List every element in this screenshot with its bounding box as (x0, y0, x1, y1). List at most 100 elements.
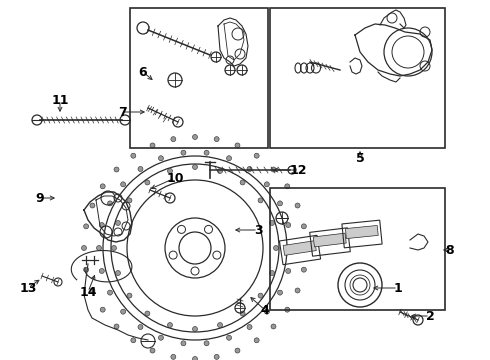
Circle shape (127, 293, 132, 298)
Circle shape (270, 220, 274, 225)
Circle shape (295, 288, 300, 293)
Text: 14: 14 (79, 285, 97, 298)
Circle shape (171, 137, 176, 141)
Circle shape (265, 309, 270, 314)
Circle shape (193, 135, 197, 139)
Circle shape (286, 222, 291, 228)
Text: 9: 9 (36, 192, 44, 204)
Circle shape (107, 201, 113, 206)
Circle shape (84, 267, 89, 272)
Circle shape (301, 224, 306, 229)
Text: 4: 4 (261, 303, 270, 316)
Circle shape (158, 156, 164, 161)
Circle shape (150, 143, 155, 148)
Circle shape (226, 156, 232, 161)
Bar (313, 233, 346, 247)
Bar (279, 235, 320, 265)
Circle shape (285, 184, 290, 189)
Circle shape (271, 324, 276, 329)
Circle shape (277, 290, 283, 295)
Bar (345, 225, 378, 239)
Circle shape (204, 150, 209, 155)
Circle shape (100, 184, 105, 189)
Text: 5: 5 (356, 152, 365, 165)
Text: 10: 10 (166, 171, 184, 184)
Circle shape (214, 354, 219, 359)
Bar (310, 228, 350, 256)
Circle shape (168, 323, 172, 328)
Circle shape (226, 335, 232, 340)
Circle shape (84, 224, 89, 229)
Text: 2: 2 (426, 310, 434, 323)
Circle shape (270, 270, 274, 275)
Circle shape (265, 182, 270, 187)
Circle shape (271, 167, 276, 172)
Circle shape (193, 356, 197, 360)
Circle shape (121, 309, 125, 314)
Bar (342, 220, 382, 248)
Circle shape (235, 143, 240, 148)
Bar (270, 188, 445, 310)
Circle shape (97, 246, 101, 251)
Text: 8: 8 (446, 243, 454, 256)
Circle shape (235, 348, 240, 353)
Circle shape (181, 341, 186, 346)
Circle shape (127, 198, 132, 203)
Text: 6: 6 (139, 66, 147, 78)
Circle shape (99, 222, 104, 228)
Circle shape (81, 246, 87, 251)
Circle shape (247, 324, 252, 329)
Circle shape (295, 203, 300, 208)
Circle shape (204, 341, 209, 346)
Text: 1: 1 (393, 282, 402, 294)
Circle shape (145, 180, 150, 185)
Circle shape (286, 269, 291, 274)
Circle shape (277, 201, 283, 206)
Bar (130, 8, 268, 148)
Circle shape (90, 288, 95, 293)
Circle shape (181, 150, 186, 155)
Text: 7: 7 (118, 105, 126, 118)
Text: 13: 13 (19, 282, 37, 294)
Circle shape (273, 246, 278, 251)
Circle shape (218, 168, 222, 174)
Circle shape (285, 307, 290, 312)
Bar (270, 8, 445, 148)
Circle shape (247, 166, 252, 171)
Circle shape (193, 327, 197, 332)
Circle shape (218, 323, 222, 328)
Circle shape (258, 198, 263, 203)
Circle shape (112, 246, 117, 251)
Circle shape (168, 168, 172, 174)
Circle shape (254, 338, 259, 343)
Circle shape (107, 290, 113, 295)
Circle shape (214, 137, 219, 141)
Circle shape (90, 203, 95, 208)
Circle shape (116, 220, 121, 225)
Circle shape (138, 166, 143, 171)
Circle shape (254, 153, 259, 158)
Bar (283, 241, 316, 255)
Circle shape (145, 311, 150, 316)
Circle shape (240, 180, 245, 185)
Circle shape (289, 246, 294, 251)
Circle shape (171, 354, 176, 359)
Circle shape (131, 338, 136, 343)
Circle shape (114, 167, 119, 172)
Text: 11: 11 (51, 94, 69, 107)
Circle shape (301, 267, 306, 272)
Circle shape (121, 182, 125, 187)
Circle shape (258, 293, 263, 298)
Circle shape (150, 348, 155, 353)
Circle shape (240, 311, 245, 316)
Text: 3: 3 (254, 224, 262, 237)
Circle shape (193, 165, 197, 170)
Circle shape (158, 335, 164, 340)
Circle shape (99, 269, 104, 274)
Circle shape (114, 324, 119, 329)
Text: 12: 12 (289, 163, 307, 176)
Circle shape (100, 307, 105, 312)
Circle shape (303, 246, 309, 251)
Circle shape (131, 153, 136, 158)
Circle shape (138, 324, 143, 329)
